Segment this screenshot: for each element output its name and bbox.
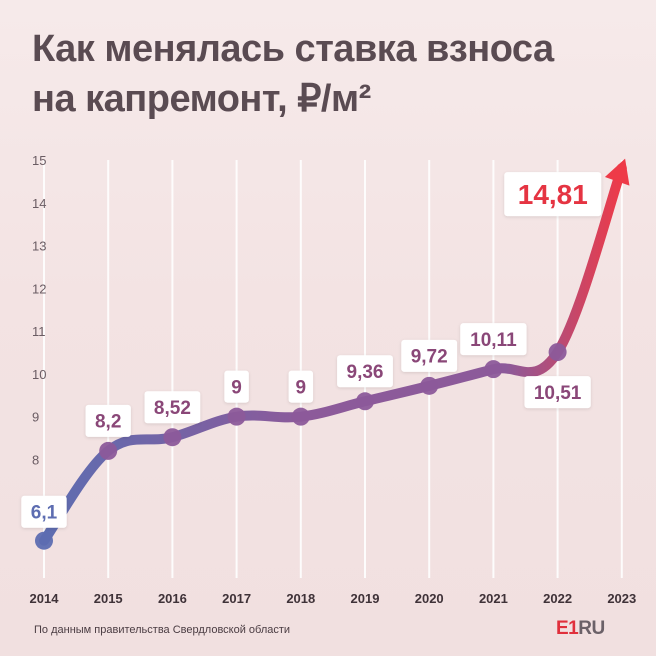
y-tick-label: 15 bbox=[32, 153, 46, 168]
chart-title: Как менялась ставка взноса на капремонт,… bbox=[32, 24, 632, 124]
data-labels: 6,1 8,2 8,52 9 9 9,36 9,72 10,11 10,51 14,81 bbox=[21, 172, 602, 528]
data-label: 8,52 bbox=[144, 391, 201, 424]
x-axis: 2014 2015 2016 2017 2018 2019 2020 2021 2022 2023 bbox=[30, 591, 637, 606]
y-tick-label: 12 bbox=[32, 281, 46, 296]
brand-logo: E1RU bbox=[556, 618, 605, 640]
data-label: 8,2 bbox=[85, 404, 131, 437]
svg-text:9,72: 9,72 bbox=[411, 347, 448, 368]
data-point bbox=[35, 531, 53, 550]
brand-part-2: RU bbox=[578, 618, 605, 639]
x-tick-label: 2016 bbox=[158, 591, 187, 606]
brand-part-1: E1 bbox=[556, 618, 579, 639]
data-point bbox=[548, 343, 567, 362]
source-note: По данным правительства Свердловской обл… bbox=[34, 624, 291, 636]
x-tick-label: 2015 bbox=[94, 591, 123, 606]
data-label: 9,72 bbox=[401, 339, 458, 372]
x-tick-label: 2014 bbox=[30, 591, 60, 606]
y-tick-label: 11 bbox=[32, 324, 46, 339]
y-tick-label: 14 bbox=[32, 196, 46, 211]
series-path bbox=[39, 163, 627, 546]
data-point bbox=[356, 392, 374, 411]
y-tick-label: 13 bbox=[32, 239, 46, 254]
data-label: 6,1 bbox=[21, 495, 67, 528]
y-tick-label: 9 bbox=[32, 410, 39, 425]
data-label: 9 bbox=[288, 370, 314, 403]
svg-text:8,52: 8,52 bbox=[154, 398, 191, 419]
svg-text:10,11: 10,11 bbox=[470, 330, 517, 351]
data-point bbox=[420, 376, 439, 395]
series-line bbox=[35, 158, 630, 550]
data-label: 10,11 bbox=[460, 323, 527, 356]
x-tick-label: 2017 bbox=[222, 591, 251, 606]
svg-text:9: 9 bbox=[231, 378, 242, 399]
svg-text:9,36: 9,36 bbox=[347, 362, 384, 383]
data-point bbox=[227, 407, 246, 426]
svg-text:10,51: 10,51 bbox=[534, 383, 582, 404]
x-tick-label: 2023 bbox=[607, 591, 636, 606]
svg-text:9: 9 bbox=[296, 378, 307, 399]
x-tick-label: 2018 bbox=[286, 591, 315, 606]
y-tick-label: 8 bbox=[32, 452, 39, 467]
x-tick-label: 2022 bbox=[543, 591, 572, 606]
data-point bbox=[99, 441, 118, 460]
y-tick-label: 10 bbox=[32, 367, 46, 382]
data-label: 9 bbox=[224, 370, 249, 403]
x-tick-label: 2019 bbox=[351, 591, 380, 606]
data-point bbox=[163, 428, 182, 447]
x-tick-label: 2020 bbox=[415, 591, 444, 606]
data-point bbox=[484, 360, 503, 379]
title-line-1: Как менялась ставка взноса bbox=[32, 28, 554, 70]
svg-text:14,81: 14,81 bbox=[518, 179, 588, 210]
svg-text:6,1: 6,1 bbox=[31, 503, 58, 524]
x-tick-label: 2021 bbox=[479, 591, 508, 606]
series-arrow bbox=[604, 158, 630, 186]
data-label: 9,36 bbox=[337, 355, 393, 388]
svg-text:8,2: 8,2 bbox=[95, 412, 121, 433]
data-point bbox=[291, 407, 310, 426]
title-line-2: на капремонт, ₽/м² bbox=[32, 78, 371, 120]
data-label: 10,51 bbox=[524, 376, 591, 409]
data-label: 14,81 bbox=[504, 172, 602, 217]
